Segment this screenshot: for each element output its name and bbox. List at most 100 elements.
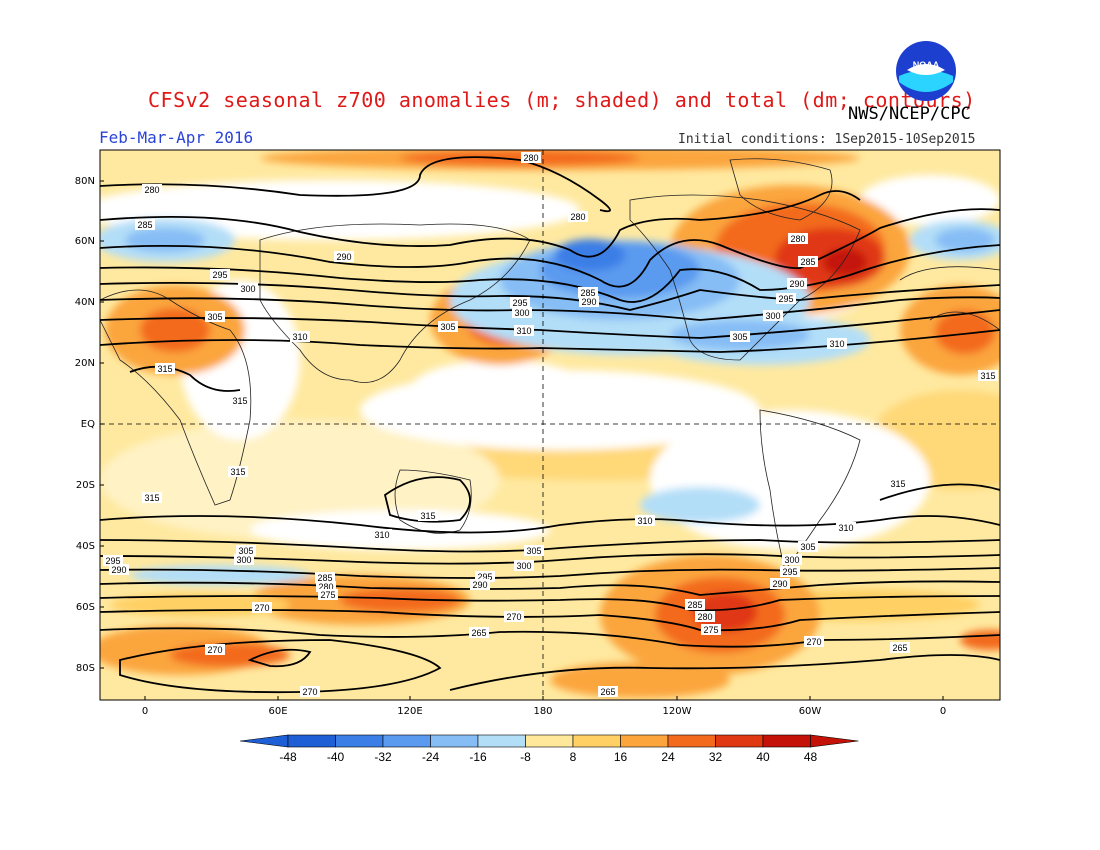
contour-label-bg <box>142 492 162 503</box>
contour-label: 290 <box>111 565 126 575</box>
contour-label-bg <box>579 296 599 307</box>
contour-label: 285 <box>580 288 595 298</box>
contour-label-bg <box>155 363 175 374</box>
contour-label: 315 <box>232 396 247 406</box>
contour-label: 310 <box>292 332 307 342</box>
contour-label: 270 <box>207 645 222 655</box>
contour-label: 265 <box>600 687 615 697</box>
contour-label: 315 <box>420 511 435 521</box>
contour-label: 290 <box>472 580 487 590</box>
contour-labels: 2802802852902953003053103153153153152802… <box>103 152 998 697</box>
contour-label-bg <box>804 636 824 647</box>
colorbar-label: 8 <box>570 750 577 764</box>
contour-label: 280 <box>523 153 538 163</box>
lat-axis: 80N 60N 40N 20N EQ 20S 40S 60S 80S <box>75 176 104 674</box>
contour-label: 295 <box>782 567 797 577</box>
lat-tick-label: 80N <box>75 176 95 187</box>
contour-label: 265 <box>892 643 907 653</box>
lat-tick-label: 40N <box>75 297 95 308</box>
colorbar-label: -40 <box>327 750 345 764</box>
contour-label-bg <box>252 602 272 613</box>
contour-label-bg <box>798 541 818 552</box>
contour-label: 315 <box>157 364 172 374</box>
contour-label-bg <box>103 555 123 566</box>
contour-label-bg <box>142 184 162 195</box>
height-contours <box>100 156 1000 694</box>
contour-label: 285 <box>317 573 332 583</box>
colorbar-swatch <box>667 734 716 748</box>
contour-label: 300 <box>240 284 255 294</box>
contour-label-bg <box>788 233 808 244</box>
contour-label-bg <box>770 578 790 589</box>
contour-label: 310 <box>516 326 531 336</box>
contour-label-bg <box>836 522 856 533</box>
contour-label: 280 <box>790 234 805 244</box>
contour-label-bg <box>318 589 338 600</box>
contour-label-bg <box>763 310 783 321</box>
initial-conditions: Initial conditions: 1Sep2015-10Sep2015 <box>678 132 976 147</box>
contour-label: 265 <box>471 628 486 638</box>
colorbar-swatch <box>620 734 669 748</box>
lon-tick-label: 0 <box>940 706 946 717</box>
contour-label-bg <box>890 642 910 653</box>
lat-tick-label: EQ <box>81 419 95 430</box>
contour-label: 305 <box>800 542 815 552</box>
contour-label-bg <box>510 297 530 308</box>
colorbar-label: -32 <box>374 750 392 764</box>
colorbar-label: -48 <box>279 750 297 764</box>
contour-label-bg <box>228 466 248 477</box>
contour-label: 310 <box>637 516 652 526</box>
contour-label: 280 <box>318 582 333 592</box>
contour-label: 290 <box>789 279 804 289</box>
contour-label: 285 <box>800 257 815 267</box>
contour-label: 305 <box>526 546 541 556</box>
contour-label-bg <box>635 515 655 526</box>
colorbar-swatch <box>430 734 479 748</box>
contour-label: 315 <box>230 467 245 477</box>
contour-label-bg <box>888 478 908 489</box>
contour-label: 270 <box>806 637 821 647</box>
lon-tick-label: 60W <box>799 706 822 717</box>
shaded-anomalies: 2802802852902953003053103153153153152802… <box>100 150 1000 700</box>
contour-label-bg <box>521 152 541 163</box>
contour-label: 275 <box>703 625 718 635</box>
contour-label: 270 <box>302 687 317 697</box>
colorbar-swatch <box>477 734 526 748</box>
contour-label: 275 <box>320 590 335 600</box>
contour-label-bg <box>780 566 800 577</box>
lat-tick-label: 80S <box>76 663 95 674</box>
lat-tick-label: 40S <box>76 541 95 552</box>
colorbar-swatch <box>287 734 336 748</box>
contour-label: 290 <box>581 297 596 307</box>
lon-tick-label: 180 <box>533 706 552 717</box>
contour-label-bg <box>315 572 335 583</box>
contour-label-bg <box>978 370 998 381</box>
contour-label-bg <box>372 529 392 540</box>
lon-tick-label: 60E <box>268 706 287 717</box>
colorbar-label: 24 <box>661 750 675 764</box>
contour-label-bg <box>236 545 256 556</box>
contour-label-bg <box>512 307 532 318</box>
contour-label-bg <box>578 287 598 298</box>
lon-tick-label: 120W <box>663 706 692 717</box>
contour-label: 295 <box>105 556 120 566</box>
contour-label-bg <box>701 624 721 635</box>
contour-label: 295 <box>778 294 793 304</box>
contour-label: 315 <box>980 371 995 381</box>
contour-label: 315 <box>890 479 905 489</box>
contour-label: 290 <box>336 252 351 262</box>
lon-tick-label: 0 <box>142 706 148 717</box>
contour-label: 280 <box>697 612 712 622</box>
contour-label: 305 <box>732 332 747 342</box>
contour-label: 305 <box>440 322 455 332</box>
contour-label: 280 <box>570 212 585 222</box>
contour-label-bg <box>109 564 129 575</box>
contour-label-bg <box>334 251 354 262</box>
contour-label: 270 <box>254 603 269 613</box>
contour-label-bg <box>782 554 802 565</box>
colorbar-label: 32 <box>709 750 723 764</box>
noaa-logo-text: NOAA <box>913 60 940 70</box>
contour-label-bg <box>316 581 336 592</box>
contour-label: 280 <box>144 185 159 195</box>
contour-label: 295 <box>512 298 527 308</box>
